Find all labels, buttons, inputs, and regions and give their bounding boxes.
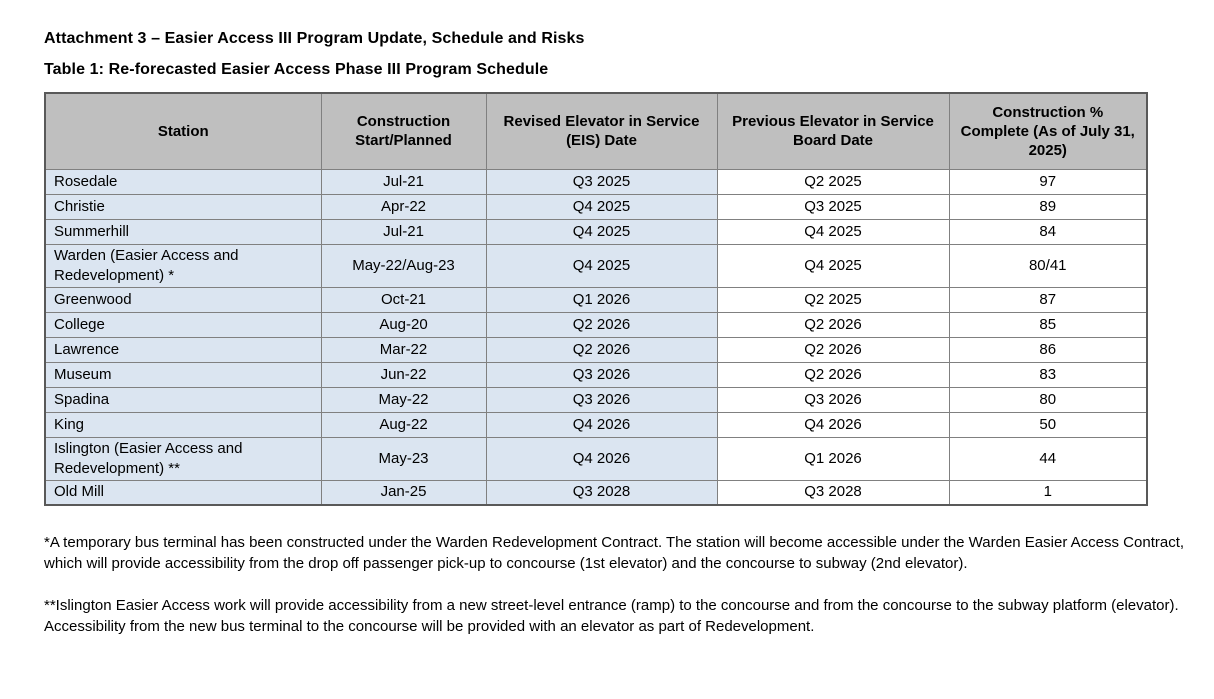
station-cell: Spadina [44,386,322,413]
station-cell: Lawrence [44,336,322,363]
table-cell: Q2 2025 [716,168,950,195]
footnote-islington: **Islington Easier Access work will prov… [44,597,1179,635]
station-cell: Christie [44,193,322,220]
footnotes-section: *A temporary bus terminal has been const… [44,532,1190,637]
header-cell-revised: Revised Elevator in Service (EIS) Date [485,92,718,170]
header-row: Station Construction Start/Planned Revis… [44,92,1148,170]
table-body: Rosedale Jul-21 Q3 2025 Q2 2025 97 Christie Ap… [44,168,1148,506]
table-row: Spadina May-22 Q3 2026 Q3 2026 80 [44,386,1148,413]
table-cell: Jun-22 [320,361,487,388]
table-cell: Q4 2025 [716,218,950,245]
table-cell: Q4 2025 [485,243,718,288]
station-cell: Islington (Easier Access and Redevelopme… [44,436,322,481]
table-cell: May-22/Aug-23 [320,243,487,288]
table-cell: 83 [948,361,1148,388]
station-cell: Old Mill [44,479,322,506]
table-cell: Q2 2026 [716,361,950,388]
table-cell: Oct-21 [320,286,487,313]
table-cell: 87 [948,286,1148,313]
table-cell: Q3 2028 [716,479,950,506]
table-cell: Q3 2026 [716,386,950,413]
table-cell: Q2 2026 [716,311,950,338]
station-cell: Museum [44,361,322,388]
table-cell: 44 [948,436,1148,481]
table-cell: Q2 2026 [716,336,950,363]
station-cell: College [44,311,322,338]
table-cell: May-22 [320,386,487,413]
document-page: Attachment 3 – Easier Access III Program… [44,30,1190,637]
station-cell: Rosedale [44,168,322,195]
table-row: Old Mill Jan-25 Q3 2028 Q3 2028 1 [44,479,1148,506]
schedule-table: Station Construction Start/Planned Revis… [44,92,1148,506]
header-cell-start: Construction Start/Planned [320,92,487,170]
table-cell: Q3 2026 [485,386,718,413]
station-cell: Warden (Easier Access and Redevelopment)… [44,243,322,288]
table-row: Islington (Easier Access and Redevelopme… [44,436,1148,481]
table-cell: Jan-25 [320,479,487,506]
table-cell: 1 [948,479,1148,506]
table-cell: Q3 2025 [485,168,718,195]
table-row: Christie Apr-22 Q4 2025 Q3 2025 89 [44,193,1148,220]
table-cell: May-23 [320,436,487,481]
table-cell: Q4 2026 [716,411,950,438]
table-row: Warden (Easier Access and Redevelopment)… [44,243,1148,288]
table-cell: Q3 2025 [716,193,950,220]
table-cell: Apr-22 [320,193,487,220]
table-row: Greenwood Oct-21 Q1 2026 Q2 2025 87 [44,286,1148,313]
table-cell: Q4 2025 [716,243,950,288]
table-cell: Q2 2026 [485,311,718,338]
table-cell: Aug-22 [320,411,487,438]
table-row: Lawrence Mar-22 Q2 2026 Q2 2026 86 [44,336,1148,363]
table-cell: Aug-20 [320,311,487,338]
table-cell: Mar-22 [320,336,487,363]
table-cell: Q4 2026 [485,436,718,481]
table-cell: 89 [948,193,1148,220]
table-row: Summerhill Jul-21 Q4 2025 Q4 2025 84 [44,218,1148,245]
footnote-warden: *A temporary bus terminal has been const… [44,534,1185,572]
table-header: Station Construction Start/Planned Revis… [44,92,1148,170]
table-cell: 80 [948,386,1148,413]
table-cell: Q4 2026 [485,411,718,438]
table-cell: Q3 2026 [485,361,718,388]
header-cell-percent: Construction % Complete (As of July 31, … [948,92,1148,170]
page-title: Attachment 3 – Easier Access III Program… [44,30,585,47]
table-cell: Jul-21 [320,168,487,195]
table-row: King Aug-22 Q4 2026 Q4 2026 50 [44,411,1148,438]
table-cell: Q1 2026 [716,436,950,481]
table-caption: Table 1: Re-forecasted Easier Access Pha… [44,61,549,78]
table-cell: Q4 2025 [485,218,718,245]
table-row: Museum Jun-22 Q3 2026 Q2 2026 83 [44,361,1148,388]
table-row: College Aug-20 Q2 2026 Q2 2026 85 [44,311,1148,338]
table-cell: 80/41 [948,243,1148,288]
table-cell: 84 [948,218,1148,245]
station-cell: Summerhill [44,218,322,245]
table-row: Rosedale Jul-21 Q3 2025 Q2 2025 97 [44,168,1148,195]
table-cell: Jul-21 [320,218,487,245]
table-cell: Q1 2026 [485,286,718,313]
table-cell: 50 [948,411,1148,438]
station-cell: King [44,411,322,438]
table-cell: Q2 2026 [485,336,718,363]
station-cell: Greenwood [44,286,322,313]
table-cell: Q2 2025 [716,286,950,313]
table-cell: 97 [948,168,1148,195]
table-cell: 86 [948,336,1148,363]
table-cell: Q4 2025 [485,193,718,220]
header-cell-previous: Previous Elevator in Service Board Date [716,92,950,170]
table-cell: Q3 2028 [485,479,718,506]
table-cell: 85 [948,311,1148,338]
header-cell-station: Station [44,92,322,170]
